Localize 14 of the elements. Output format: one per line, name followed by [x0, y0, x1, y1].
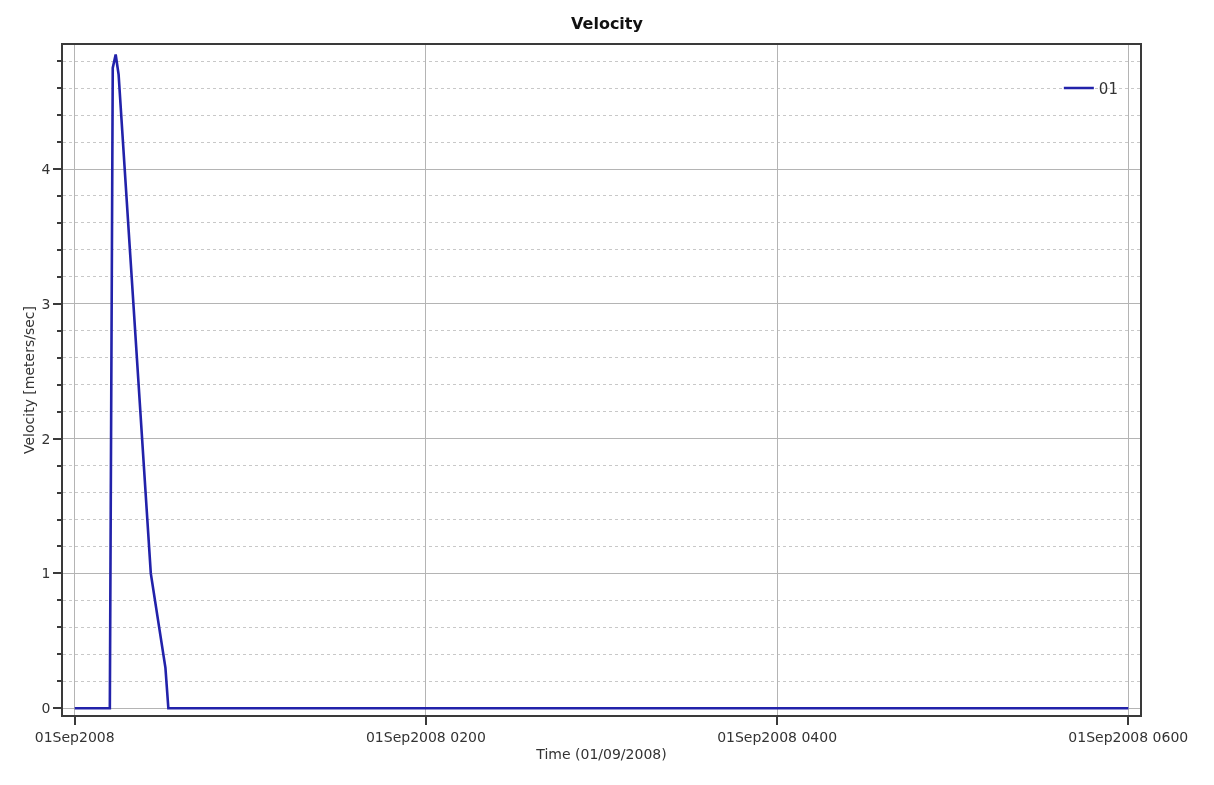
x-tick-label: 01Sep2008 [34, 728, 115, 745]
y-tick-label: 2 [41, 430, 51, 447]
x-axis-title: Time (01/09/2008) [535, 746, 667, 763]
y-tick-label: 4 [41, 160, 51, 177]
y-axis-title: Velocity [meters/sec] [20, 305, 37, 455]
chart-title: Velocity [571, 13, 644, 33]
x-tick-label: 01Sep2008 0600 [1068, 728, 1189, 745]
legend-label: 01 [1098, 79, 1118, 98]
x-tick-label: 01Sep2008 0400 [717, 728, 838, 745]
y-tick-label: 3 [41, 295, 51, 312]
y-tick-label: 1 [41, 565, 51, 582]
line-series [73, 53, 1130, 710]
x-tick-label: 01Sep2008 0200 [365, 728, 486, 745]
y-tick-label: 0 [41, 700, 51, 717]
